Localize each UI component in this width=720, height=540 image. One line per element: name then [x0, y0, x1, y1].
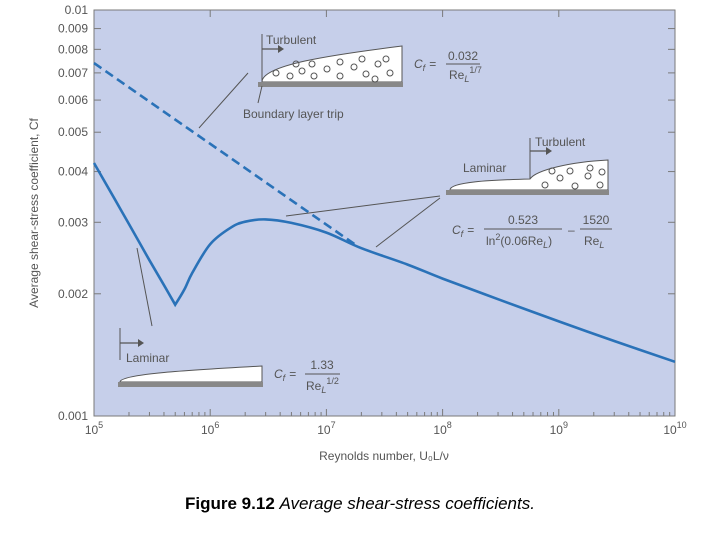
flow-arrowhead	[278, 45, 284, 53]
eddy	[336, 72, 344, 80]
mixed-plate	[446, 190, 609, 195]
eddy	[336, 58, 344, 66]
laminar-plate	[118, 382, 263, 387]
x-tick-label: 108	[433, 420, 451, 437]
y-tick-label: 0.001	[58, 409, 88, 423]
y-tick-label: 0.005	[58, 125, 88, 139]
mixed-eddies	[541, 164, 606, 190]
y-tick-label: 0.008	[58, 42, 88, 56]
eddy	[371, 75, 379, 83]
eddy	[571, 182, 579, 190]
turbulent-leader	[198, 72, 249, 129]
turbulent-plate	[258, 82, 403, 87]
eddy	[292, 60, 300, 68]
x-axis-label: Reynolds number, U₀L/ν	[319, 449, 449, 463]
series-line-solid	[92, 162, 676, 364]
eddy	[584, 172, 592, 180]
caption-figure-number: Figure 9.12	[185, 494, 275, 513]
eddy	[566, 167, 574, 175]
mixed-formula-num1: 0.523	[508, 213, 538, 227]
shear-stress-chart: 105 106 107 108 109 1010 0.001 0.002 0.003 0.004 0…	[27, 3, 687, 463]
eddy	[586, 164, 594, 172]
eddy	[548, 167, 556, 175]
y-axis-label: Average shear-stress coefficient, Cf	[27, 118, 41, 308]
y-axis-label-text: Average shear-stress coefficient, Cf	[27, 118, 41, 308]
eddy	[362, 70, 370, 78]
annotation-turbulent: Turbulent Boundary layer trip Cf = 0.032 …	[198, 33, 482, 129]
eddy	[298, 67, 306, 75]
eddy	[382, 55, 390, 63]
mixed-formula-lhs: Cf =	[452, 223, 474, 239]
turbulent-formula-lhs: Cf =	[414, 57, 436, 73]
mixed-boundary-layer	[449, 159, 609, 191]
eddy	[374, 60, 382, 68]
figure-caption: Figure 9.12 Average shear-stress coeffic…	[0, 494, 720, 514]
eddy	[350, 63, 358, 71]
turbulent-label: Turbulent	[266, 33, 317, 47]
eddy	[272, 69, 280, 77]
x-tick-label: 109	[550, 420, 568, 437]
mixed-laminar-label: Laminar	[463, 161, 506, 175]
mixed-formula-den1: ln2(0.06ReL)	[486, 232, 552, 250]
eddy	[596, 181, 604, 189]
y-tick-label: 0.003	[58, 215, 88, 229]
mixed-flow-arrowhead	[546, 147, 552, 155]
laminar-formula-lhs: Cf =	[274, 367, 296, 383]
x-tick-label: 107	[317, 420, 335, 437]
eddy	[286, 72, 294, 80]
y-tick-label: 0.004	[58, 165, 88, 179]
mixed-leader-1	[285, 195, 441, 217]
eddy	[556, 174, 564, 182]
chart-container: 105 106 107 108 109 1010 0.001 0.002 0.003 0.004 0…	[27, 3, 687, 463]
turbulent-eddies	[272, 55, 394, 83]
eddy	[541, 181, 549, 189]
mixed-formula-num2: 1520	[583, 213, 610, 227]
mixed-formula-minus: –	[568, 223, 575, 237]
annotation-laminar: Laminar Cf = 1.33 ReL1/2	[118, 247, 340, 395]
mixed-formula-den2: ReL	[584, 234, 604, 250]
y-tick-label: 0.007	[58, 66, 88, 80]
series-layer	[92, 62, 676, 364]
mixed-leader-2	[375, 197, 441, 248]
eddy	[386, 69, 394, 77]
y-tick-label: 0.002	[58, 287, 88, 301]
trip-label: Boundary layer trip	[243, 107, 344, 121]
x-tick-label: 1010	[663, 420, 686, 437]
x-tick-label: 105	[85, 420, 103, 437]
laminar-leader	[136, 247, 153, 327]
y-tick-label: 0.006	[58, 93, 88, 107]
y-tick-label: 0.01	[65, 3, 89, 17]
trip-pointer	[257, 85, 263, 104]
eddy	[308, 60, 316, 68]
annotation-mixed: Laminar Turbulent Cf = 0.523 ln2(0.06ReL)…	[285, 135, 612, 250]
mixed-turbulent-label: Turbulent	[535, 135, 586, 149]
turbulent-formula-num: 0.032	[448, 49, 478, 63]
laminar-formula-num: 1.33	[310, 358, 334, 372]
y-tick-label: 0.009	[58, 22, 88, 36]
eddy	[598, 168, 606, 176]
laminar-boundary-layer	[119, 365, 263, 383]
laminar-label: Laminar	[126, 351, 169, 365]
eddy	[323, 65, 331, 73]
x-tick-label: 106	[201, 420, 219, 437]
turbulent-formula-den: ReL1/7	[449, 65, 482, 84]
eddy	[310, 72, 318, 80]
laminar-formula-den: ReL1/2	[306, 376, 339, 395]
series-line-dashed	[93, 62, 356, 246]
laminar-flow-arrowhead	[138, 339, 144, 347]
caption-text: Average shear-stress coefficients.	[279, 494, 535, 513]
turbulent-boundary-layer	[261, 45, 403, 83]
axis-ticks: 105 106 107 108 109 1010 0.001 0.002 0.003 0.004 0…	[58, 3, 687, 437]
eddy	[358, 55, 366, 63]
